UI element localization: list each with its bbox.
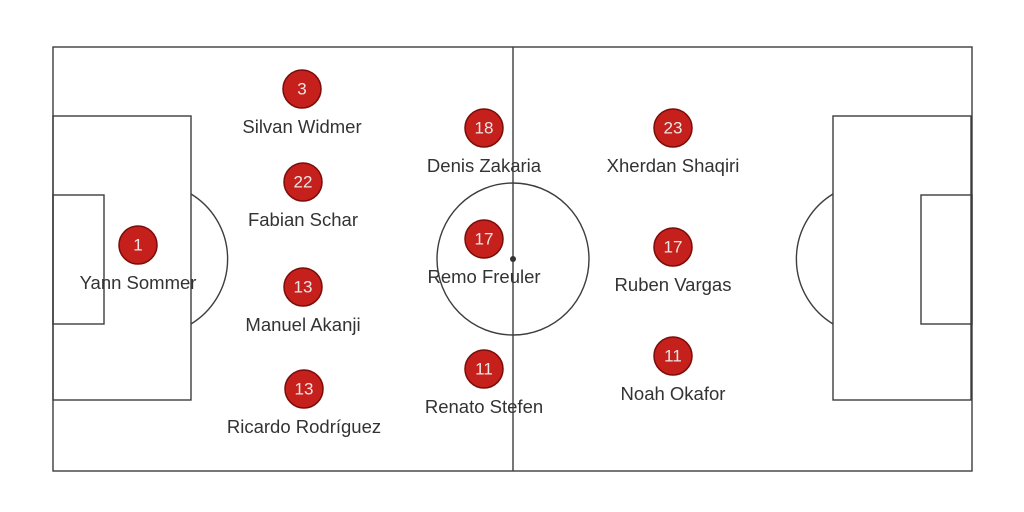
svg-text:22: 22: [294, 172, 313, 191]
svg-text:13: 13: [294, 277, 313, 296]
svg-text:Xherdan Shaqiri: Xherdan Shaqiri: [607, 155, 740, 176]
svg-text:Remo Freuler: Remo Freuler: [427, 266, 540, 287]
svg-text:23: 23: [664, 118, 683, 137]
svg-text:Ruben Vargas: Ruben Vargas: [615, 274, 732, 295]
svg-text:11: 11: [664, 346, 682, 365]
svg-text:1: 1: [133, 235, 142, 254]
svg-text:3: 3: [297, 79, 306, 98]
svg-text:13: 13: [295, 379, 314, 398]
svg-text:Silvan Widmer: Silvan Widmer: [242, 116, 361, 137]
svg-text:Denis Zakaria: Denis Zakaria: [427, 155, 542, 176]
svg-text:Yann Sommer: Yann Sommer: [80, 272, 197, 293]
svg-text:17: 17: [664, 237, 683, 256]
svg-text:Fabian Schar: Fabian Schar: [248, 209, 358, 230]
svg-text:Renato Stefen: Renato Stefen: [425, 396, 543, 417]
svg-text:17: 17: [475, 229, 494, 248]
svg-text:Ricardo Rodríguez: Ricardo Rodríguez: [227, 416, 381, 437]
svg-text:Manuel Akanji: Manuel Akanji: [245, 314, 360, 335]
svg-text:Noah Okafor: Noah Okafor: [621, 383, 726, 404]
svg-text:11: 11: [475, 359, 493, 378]
svg-text:18: 18: [475, 118, 494, 137]
